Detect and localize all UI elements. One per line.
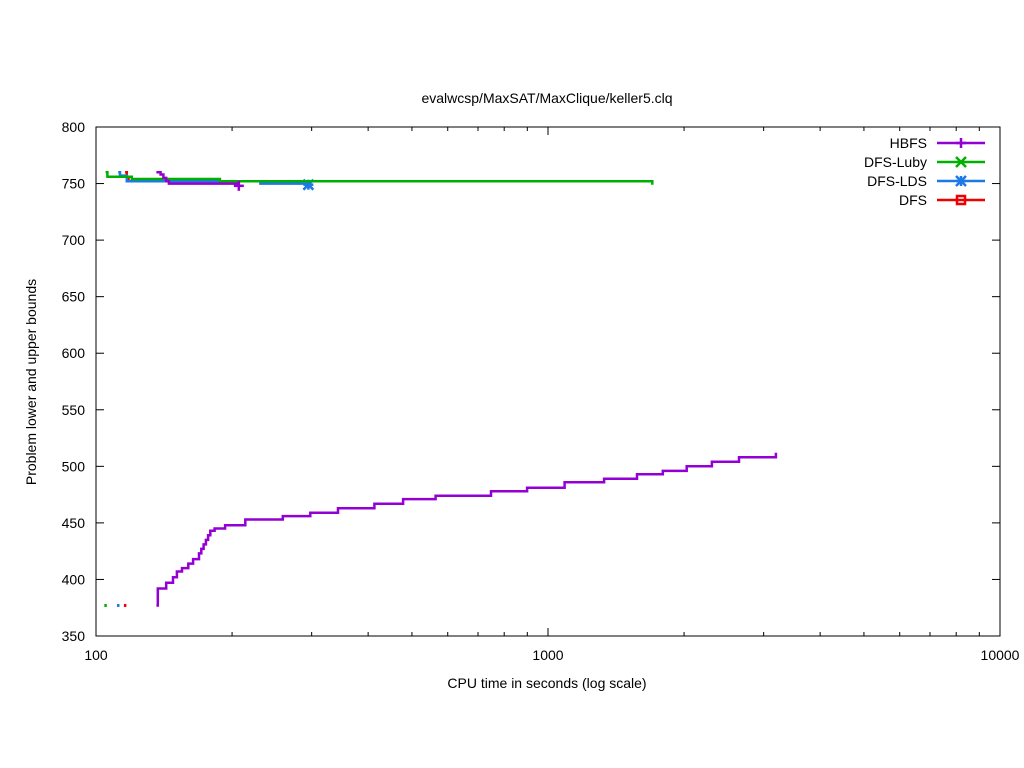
series-hbfs-lower-line [156, 452, 778, 607]
axes: 350 400 450 500 550 600 650 700 750 800 100 1000 100… [62, 119, 1020, 663]
y-tick-label: 750 [62, 176, 86, 192]
chart-title: evalwcsp/MaxSAT/MaxClique/keller5.clq [421, 90, 672, 106]
series-hbfs-upper-line [156, 170, 241, 186]
x-tick-label: 10000 [981, 647, 1020, 663]
legend-item-dfs-lds: DFS-LDS [867, 173, 985, 189]
legend-marker-dfs-lds-d2 [955, 175, 967, 187]
legend-item-dfs: DFS [899, 192, 985, 208]
legend-marker-dfs-lds [955, 175, 967, 187]
y-tick-label: 800 [62, 119, 86, 135]
series-hbfs [156, 170, 778, 607]
legend-marker-dfs-luby [955, 156, 967, 168]
series-dfs-luby [104, 170, 654, 607]
y-tick-label: 600 [62, 345, 86, 361]
plot-series [104, 170, 778, 607]
series-hbfs-marker [233, 180, 244, 191]
legend-marker-dfs-box [955, 194, 967, 206]
legend-item-dfs-luby: DFS-Luby [864, 154, 985, 170]
y-tick-label: 350 [62, 628, 86, 644]
legend-label-hbfs: HBFS [890, 135, 927, 151]
y-tick-label: 450 [62, 515, 86, 531]
y-tick-label: 500 [62, 458, 86, 474]
y-tick-label: 550 [62, 402, 86, 418]
legend-label-dfs: DFS [899, 192, 927, 208]
y-tick-label: 700 [62, 232, 86, 248]
y-tick-label: 650 [62, 289, 86, 305]
legend-marker-dfs-luby-d2 [955, 156, 967, 168]
legend-label-dfs-lds: DFS-LDS [867, 173, 927, 189]
series-dfs-luby-upper-line [105, 170, 654, 185]
legend: HBFS DFS-Luby DFS-LDS DFS [864, 135, 985, 208]
x-tick-label: 100 [84, 647, 108, 663]
legend-marker-dfs [955, 194, 967, 206]
x-axis-label: CPU time in seconds (log scale) [447, 675, 646, 691]
x-tick-label: 1000 [532, 647, 563, 663]
y-tick-label: 400 [62, 571, 86, 587]
legend-marker-hbfs [956, 138, 966, 148]
legend-label-dfs-luby: DFS-Luby [864, 154, 927, 170]
legend-item-hbfs: HBFS [890, 135, 985, 151]
y-axis-label: Problem lower and upper bounds [23, 279, 39, 485]
